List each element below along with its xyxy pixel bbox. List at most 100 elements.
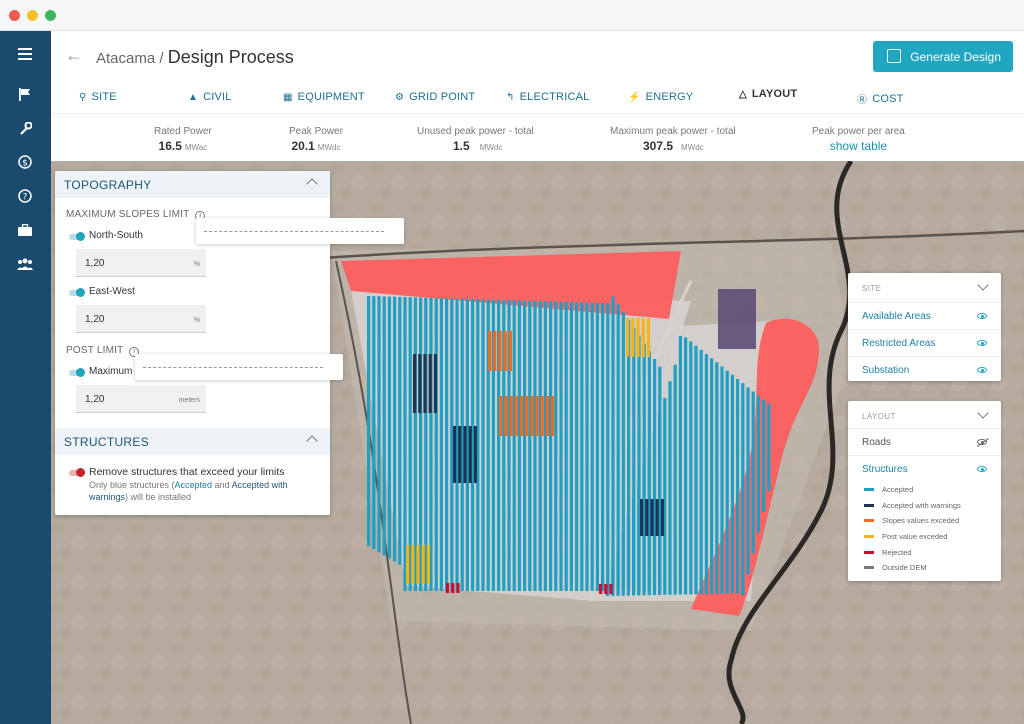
layer-substation[interactable]: Substation: [848, 356, 1001, 383]
layer-restricted-areas[interactable]: Restricted Areas: [848, 329, 1001, 356]
eye-icon[interactable]: [977, 367, 987, 373]
structure-column: [621, 312, 625, 591]
flag-icon[interactable]: [14, 83, 36, 105]
structure-column: [408, 297, 412, 591]
structure-column: [689, 341, 693, 595]
generate-design-button[interactable]: Generate Design: [873, 41, 1013, 72]
wrench-icon[interactable]: [14, 117, 36, 139]
eye-off-icon[interactable]: [977, 439, 987, 445]
eye-icon[interactable]: [977, 313, 987, 319]
structure-column: [498, 331, 502, 371]
close-dot[interactable]: [9, 10, 20, 21]
structure-column: [710, 358, 714, 594]
north-south-input[interactable]: 1,20%: [76, 249, 206, 277]
tab-electrical[interactable]: ↰ ELECTRICAL: [506, 91, 589, 103]
structure-column: [585, 302, 589, 591]
tab-civil[interactable]: ▲ CIVIL: [188, 91, 232, 103]
legend-swatch: [864, 566, 874, 569]
tab-equipment[interactable]: ▦ EQUIPMENT: [283, 91, 365, 103]
layer-structures[interactable]: Structures: [848, 455, 1001, 482]
structure-column: [504, 396, 508, 436]
slider-track[interactable]: [143, 367, 323, 368]
eye-icon[interactable]: [977, 340, 987, 346]
structure-column: [493, 331, 497, 371]
structure-column: [519, 396, 523, 436]
layer-available-areas[interactable]: Available Areas: [848, 302, 1001, 329]
structure-column: [767, 403, 771, 492]
info-icon[interactable]: i: [129, 347, 140, 357]
maximum-post-slider-popup[interactable]: [135, 354, 343, 380]
tab-energy[interactable]: ⚡ ENERGY: [628, 91, 693, 103]
stat-unit: MWdc: [681, 143, 704, 152]
tab-site[interactable]: ⚲ SITE: [79, 91, 117, 103]
topography-header[interactable]: TOPOGRAPHY: [55, 171, 330, 198]
layout-panel-head: LAYOUT: [862, 412, 896, 421]
substation: [718, 289, 756, 349]
structure-column: [627, 320, 631, 591]
structure-column: [641, 318, 645, 357]
breadcrumb-parent[interactable]: Atacama: [96, 50, 156, 67]
minimize-dot[interactable]: [27, 10, 38, 21]
stat-peak-power: Peak Power 20.1 MWdc: [289, 126, 343, 153]
menu-icon[interactable]: [14, 43, 36, 65]
structures-header[interactable]: STRUCTURES: [55, 428, 330, 455]
structure-column: [756, 395, 760, 533]
layer-label: Roads: [862, 437, 891, 448]
structure-column: [433, 354, 437, 413]
structure-column: [458, 426, 462, 483]
briefcase-icon[interactable]: [14, 219, 36, 241]
maximum-post-label: Maximum: [89, 366, 133, 377]
maximum-post-input[interactable]: 1,20 meters: [76, 385, 206, 413]
structure-column: [715, 362, 719, 594]
east-west-input[interactable]: 1,20%: [76, 305, 206, 333]
structure-column: [535, 396, 539, 436]
location-pin-icon: ⚲: [79, 91, 87, 103]
structure-column: [406, 545, 410, 584]
structure-column: [465, 298, 469, 591]
layout-layers-panel: LAYOUT Roads Structures Accepted Accepte…: [848, 401, 1001, 581]
north-south-slider-popup[interactable]: [196, 218, 404, 244]
river: [726, 161, 854, 724]
structure-column: [637, 335, 641, 591]
tower-icon: ⚙: [395, 91, 405, 103]
accepted-warnings-link[interactable]: Accepted with warnings: [89, 480, 288, 502]
chevron-up-icon[interactable]: [306, 435, 318, 447]
eye-icon[interactable]: [977, 466, 987, 472]
structure-column: [533, 300, 537, 591]
structure-column: [746, 387, 750, 575]
legend-swatch: [864, 535, 874, 538]
tab-cost-label: COST: [872, 92, 904, 105]
structure-column: [725, 370, 729, 594]
tab-layout[interactable]: △ LAYOUT: [739, 88, 797, 100]
layer-roads[interactable]: Roads: [848, 428, 1001, 455]
maximize-dot[interactable]: [45, 10, 56, 21]
chevron-down-icon[interactable]: [977, 279, 989, 291]
dollar-circle-icon[interactable]: $: [14, 151, 36, 173]
structure-column: [367, 296, 371, 546]
remove-structures-toggle[interactable]: [69, 468, 85, 477]
site-layers-panel: SITE Available Areas Restricted Areas Su…: [848, 273, 1001, 381]
back-arrow-icon[interactable]: ←: [65, 45, 83, 65]
team-icon[interactable]: [14, 253, 36, 275]
tab-cost[interactable]: Ⓡ COST: [857, 91, 904, 107]
help-icon[interactable]: ?: [14, 185, 36, 207]
maximum-post-toggle[interactable]: [69, 368, 85, 377]
chevron-up-icon[interactable]: [306, 178, 318, 190]
tab-grid-point[interactable]: ⚙ GRID POINT: [395, 91, 475, 103]
layout-map[interactable]: TOPOGRAPHY MAXIMUM SLOPES LIMIT i North-…: [51, 161, 1024, 724]
tab-civil-label: CIVIL: [203, 91, 232, 103]
slider-track[interactable]: [204, 231, 384, 232]
east-west-toggle[interactable]: [69, 288, 85, 297]
tab-energy-label: ENERGY: [645, 91, 694, 103]
accepted-link[interactable]: Accepted: [174, 480, 213, 490]
structure-column: [416, 545, 420, 584]
chevron-down-icon[interactable]: [977, 407, 989, 419]
structure-column: [499, 396, 503, 436]
north-south-toggle[interactable]: [69, 232, 85, 241]
stat-value: 1.5: [453, 139, 470, 153]
show-table-link[interactable]: show table: [829, 139, 888, 153]
structure-column: [632, 497, 636, 596]
structure-column: [590, 302, 594, 591]
page-header: ← Atacama / Design Process Generate Desi…: [51, 31, 1024, 81]
structure-column: [543, 301, 547, 591]
